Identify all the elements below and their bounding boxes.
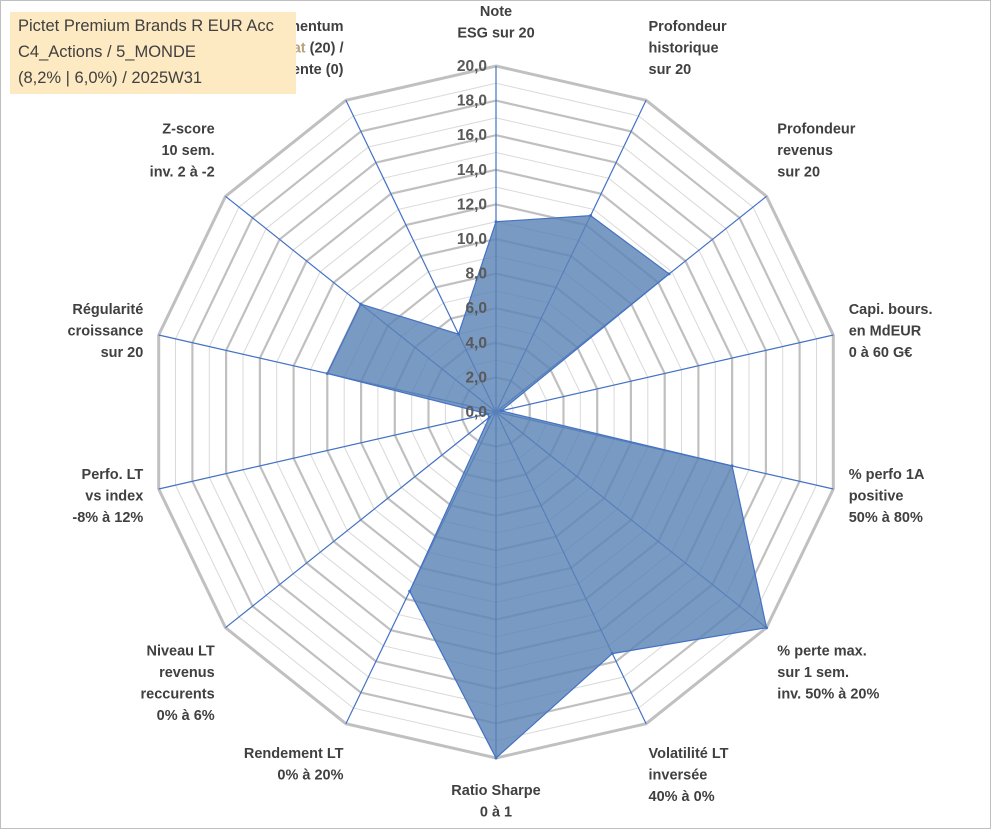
axis-label-line: % perfo 1A	[849, 467, 925, 483]
axis-label-line: % perte max.	[777, 644, 866, 660]
axis-label: Perfo. LT vs index -8% à 12%	[72, 467, 143, 526]
data-point	[486, 412, 490, 416]
axis-label-line: sur 20	[777, 165, 820, 181]
axis-label: Note ESG sur 20	[457, 4, 534, 41]
axis-label-line: Capi. bours.	[849, 302, 933, 318]
axis-label-line: Ratio Sharpe	[451, 783, 540, 799]
tick-label: 18,0	[457, 93, 487, 110]
axis-label-line: 10 sem.	[161, 143, 214, 159]
axis-label-line: sur 1 sem.	[777, 665, 849, 681]
radial-ticks: 0,0 2,0 4,0 6,0 8,0 10,0 12,0 14,0 16,0 18,0 20,0	[457, 58, 487, 421]
tick-label: 10,0	[457, 231, 487, 248]
tick-label: 4,0	[465, 335, 487, 352]
axis-label-line: Rendement LT	[244, 746, 344, 762]
axis-label: % perfo 1A positive 50% à 80%	[849, 467, 925, 526]
title-line-1: Pictet Premium Brands R EUR Acc	[18, 17, 274, 35]
axis-label-line: 40% à 0%	[649, 789, 715, 805]
data-point	[325, 372, 329, 375]
axis-label-line: inv. 2 à -2	[150, 165, 215, 181]
axis-label-line: revenus	[159, 665, 215, 681]
axis-label-line: Niveau LT	[146, 644, 214, 660]
data-point	[457, 332, 460, 336]
axis-label-line: 50% à 80%	[849, 510, 923, 526]
axis-label-line: inversée	[649, 768, 708, 784]
axis-label: Niveau LT revenus reccurents 0% à 6%	[141, 644, 215, 725]
axis-label: Rendement LT 0% à 20%	[244, 746, 344, 784]
axis-label-line: sur 20	[101, 345, 144, 361]
axis-label-line: positive	[849, 488, 904, 504]
axis-label-line: Profondeur	[777, 122, 855, 138]
data-point	[487, 415, 491, 419]
axis-label: Volatilité LT inversée 40% à 0%	[649, 746, 729, 805]
axis-label-line: reccurents	[141, 687, 215, 703]
axis-label-line: 0 à 60 G€	[849, 345, 913, 361]
data-point	[667, 272, 671, 276]
data-point	[765, 626, 768, 630]
axis-spoke	[495, 334, 834, 413]
axis-label-line: Vente (0)	[283, 62, 344, 78]
tick-label: 6,0	[465, 300, 487, 317]
axis-label-line: Z-score	[162, 122, 214, 138]
title-line-3: (8,2% | 6,0%) / 2025W31	[18, 69, 203, 87]
axis-label: Profondeur revenus sur 20	[777, 122, 855, 181]
data-point	[610, 652, 614, 656]
axis-label: Ratio Sharpe 0 à 1	[451, 783, 540, 821]
title-box: Pictet Premium Brands R EUR Acc C4_Actio…	[10, 12, 296, 94]
tick-label: 0,0	[465, 404, 487, 421]
axis-label-line: 0% à 6%	[157, 708, 215, 724]
series-area	[326, 214, 768, 759]
axis-spoke	[225, 411, 497, 629]
axis-label-line: en MdEUR	[849, 324, 922, 340]
axis-label-line: Note	[480, 4, 512, 20]
axis-label-line: historique	[649, 40, 719, 56]
axis-label-line: 0% à 20%	[277, 768, 343, 784]
data-point	[589, 214, 593, 218]
data-point	[359, 302, 363, 306]
axis-label-line: -8% à 12%	[72, 510, 143, 526]
axis-label-line: sur 20	[649, 62, 692, 78]
axis-label-line: croissance	[68, 324, 144, 340]
axis-label-line: inv. 50% à 20%	[777, 687, 879, 703]
data-point	[494, 756, 498, 760]
axis-label-line: Profondeur	[649, 19, 727, 35]
tick-label: 16,0	[457, 127, 487, 144]
axis-label-line: Perfo. LT	[82, 467, 144, 483]
axis-label: Z-score 10 sem. inv. 2 à -2	[150, 122, 215, 181]
axis-spoke	[158, 411, 497, 490]
axis-label-line: Régularité	[72, 302, 143, 318]
tick-label: 20,0	[457, 58, 487, 75]
axis-label-line: Volatilité LT	[649, 746, 729, 762]
tick-label: 2,0	[465, 369, 487, 386]
axis-label: % perte max. sur 1 sem. inv. 50% à 20%	[777, 644, 879, 703]
title-line-2: C4_Actions / 5_MONDE	[18, 43, 196, 61]
axis-label-line: vs index	[85, 488, 143, 504]
data-point	[494, 220, 498, 224]
axis-label-line: revenus	[777, 143, 833, 159]
data-point	[730, 464, 734, 468]
axis-label: Régularité croissance sur 20	[68, 302, 144, 361]
data-series	[325, 214, 768, 760]
axis-label: Capi. bours. en MdEUR 0 à 60 G€	[849, 302, 933, 361]
tick-label: 12,0	[457, 196, 487, 213]
axis-label-line: 0 à 1	[480, 804, 512, 820]
tick-label: 8,0	[465, 266, 487, 283]
data-point	[499, 409, 503, 413]
data-point	[408, 589, 412, 593]
axis-label: Profondeur historique sur 20	[649, 19, 727, 78]
axis-label-line: ESG sur 20	[457, 25, 534, 41]
tick-label: 14,0	[457, 162, 487, 179]
